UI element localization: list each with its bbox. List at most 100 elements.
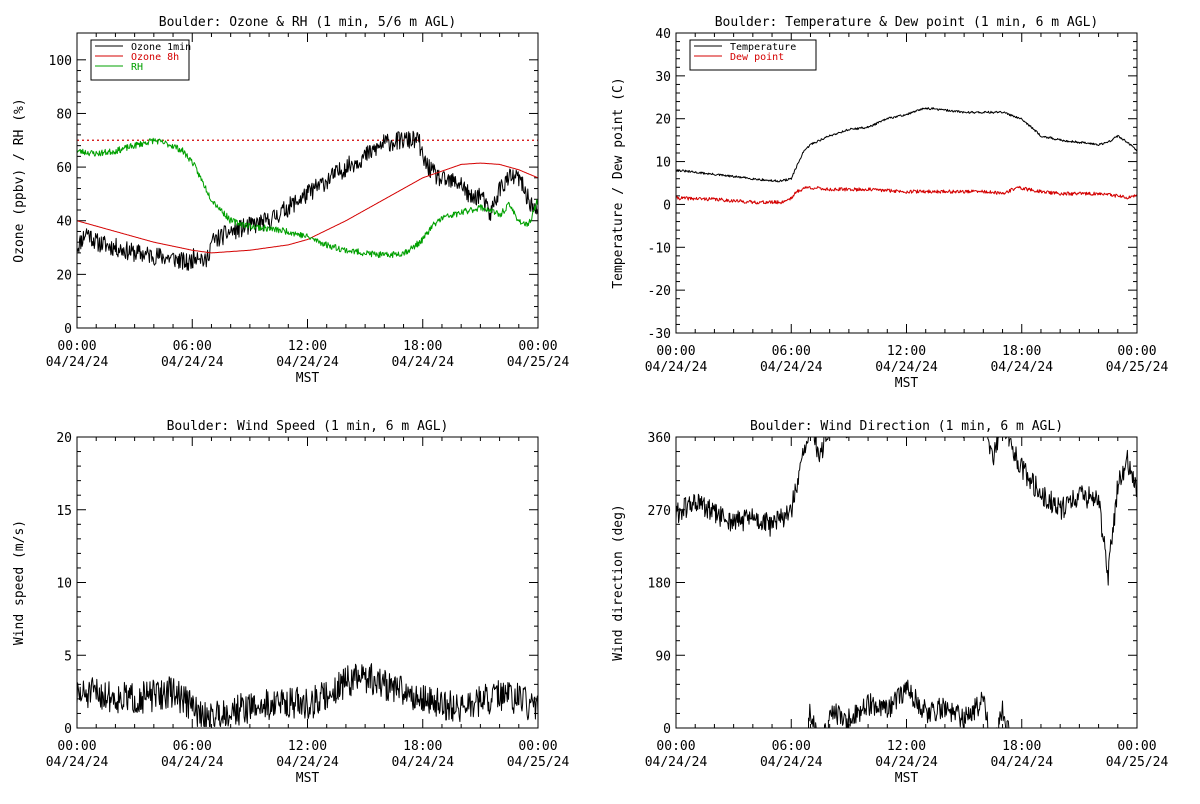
chart-panel-2: Boulder: Temperature & Dew point (1 min,… [611,15,1168,391]
y-tick-label: 20 [655,113,671,128]
legend-entry: Ozone 8h [131,52,179,63]
x-tick-label-time: 18:00 [403,339,442,354]
plot-frame [76,436,539,729]
x-tick-label-date: 04/24/24 [46,755,109,770]
series-line-data [77,663,538,727]
x-tick-label-date: 04/25/24 [507,355,570,370]
y-tick-label: 10 [655,156,671,171]
x-tick-label-date: 04/24/24 [276,755,339,770]
x-tick-label-time: 06:00 [173,339,212,354]
x-tick-label-date: 04/24/24 [276,355,339,370]
x-tick-label-time: 12:00 [887,739,926,754]
x-tick-label-time: 00:00 [57,339,96,354]
y-tick-label: -20 [648,284,671,299]
x-tick-label-date: 04/25/24 [507,755,570,770]
y-tick-label: -10 [648,241,671,256]
x-tick-label-date: 04/25/24 [1106,360,1169,375]
series-line-rh [77,137,538,259]
x-tick-label-time: 00:00 [656,344,695,359]
x-tick-label-time: 18:00 [1002,739,1041,754]
series-line-temperature [676,107,1137,183]
y-tick-label: 360 [648,431,671,446]
series-line-ozone-1min [77,130,538,271]
chart-title: Boulder: Wind Direction (1 min, 6 m AGL) [750,419,1063,434]
x-tick-label-date: 04/24/24 [46,355,109,370]
series-line-ozone-8h [77,162,538,254]
x-tick-label-date: 04/25/24 [1106,755,1169,770]
x-tick-label-date: 04/24/24 [645,360,708,375]
y-axis-label: Temperature / Dew point (C) [611,77,626,288]
x-tick-label-date: 04/24/24 [875,755,938,770]
y-axis-label: Ozone (ppbv) / RH (%) [12,98,27,262]
x-tick-label-time: 00:00 [1117,344,1156,359]
y-axis-label: Wind direction (deg) [611,504,626,661]
x-tick-label-time: 06:00 [173,739,212,754]
x-tick-label-time: 12:00 [887,344,926,359]
x-tick-label-date: 04/24/24 [990,360,1053,375]
y-tick-label: 80 [56,107,72,122]
x-tick-label-time: 12:00 [288,739,327,754]
y-tick-label: 60 [56,161,72,176]
x-tick-label-time: 06:00 [772,344,811,359]
y-tick-label: 0 [64,322,72,337]
plot-frame [675,32,1138,334]
legend-entry: Dew point [730,52,784,63]
x-tick-label-time: 00:00 [1117,739,1156,754]
x-axis-label: MST [296,771,320,786]
x-tick-label-date: 04/24/24 [645,755,708,770]
y-tick-label: 30 [655,70,671,85]
x-tick-label-time: 00:00 [518,739,557,754]
y-tick-label: 10 [56,577,72,592]
x-tick-label-date: 04/24/24 [161,355,224,370]
y-tick-label: 0 [663,198,671,213]
x-tick-label-time: 00:00 [656,739,695,754]
x-tick-label-date: 04/24/24 [990,755,1053,770]
chart-panel-1: Boulder: Ozone & RH (1 min, 5/6 m AGL) Oz… [12,15,569,386]
chart-panel-4: Boulder: Wind Direction (1 min, 6 m AGL)… [611,419,1168,786]
x-tick-label-date: 04/24/24 [875,360,938,375]
y-tick-label: 100 [49,54,72,69]
chart-title: Boulder: Temperature & Dew point (1 min,… [715,15,1099,30]
x-tick-label-date: 04/24/24 [760,360,823,375]
x-tick-label-time: 12:00 [288,339,327,354]
y-tick-label: 40 [56,215,72,230]
legend-entry: RH [131,62,143,73]
y-tick-label: 15 [56,504,72,519]
y-tick-label: 180 [648,577,671,592]
x-tick-label-time: 18:00 [1002,344,1041,359]
chart-title: Boulder: Ozone & RH (1 min, 5/6 m AGL) [159,15,456,30]
y-tick-label: 5 [64,649,72,664]
chart-panel-3: Boulder: Wind Speed (1 min, 6 m AGL) Wind… [12,419,569,786]
series-line-data [676,437,1137,728]
legend-entry: Temperature [730,42,796,53]
x-tick-label-time: 18:00 [403,739,442,754]
y-tick-label: 270 [648,504,671,519]
x-tick-label-time: 06:00 [772,739,811,754]
plot-frame [675,436,1138,729]
x-tick-label-time: 00:00 [57,739,96,754]
y-tick-label: 20 [56,431,72,446]
legend-entry: Ozone 1min [131,42,191,53]
y-tick-label: 90 [655,649,671,664]
x-tick-label-date: 04/24/24 [391,755,454,770]
y-tick-label: 0 [64,722,72,737]
plot-frame [76,32,539,329]
y-axis-label: Wind speed (m/s) [12,520,27,645]
x-tick-label-date: 04/24/24 [161,755,224,770]
x-axis-label: MST [296,371,320,386]
x-axis-label: MST [895,376,919,391]
x-tick-label-date: 04/24/24 [391,355,454,370]
x-tick-label-time: 00:00 [518,339,557,354]
y-tick-label: 0 [663,722,671,737]
x-tick-label-date: 04/24/24 [760,755,823,770]
y-tick-label: 20 [56,268,72,283]
chart-title: Boulder: Wind Speed (1 min, 6 m AGL) [167,419,449,434]
y-tick-label: 40 [655,27,671,42]
x-axis-label: MST [895,771,919,786]
series-line-dew-point [676,185,1137,205]
y-tick-label: -30 [648,327,671,342]
